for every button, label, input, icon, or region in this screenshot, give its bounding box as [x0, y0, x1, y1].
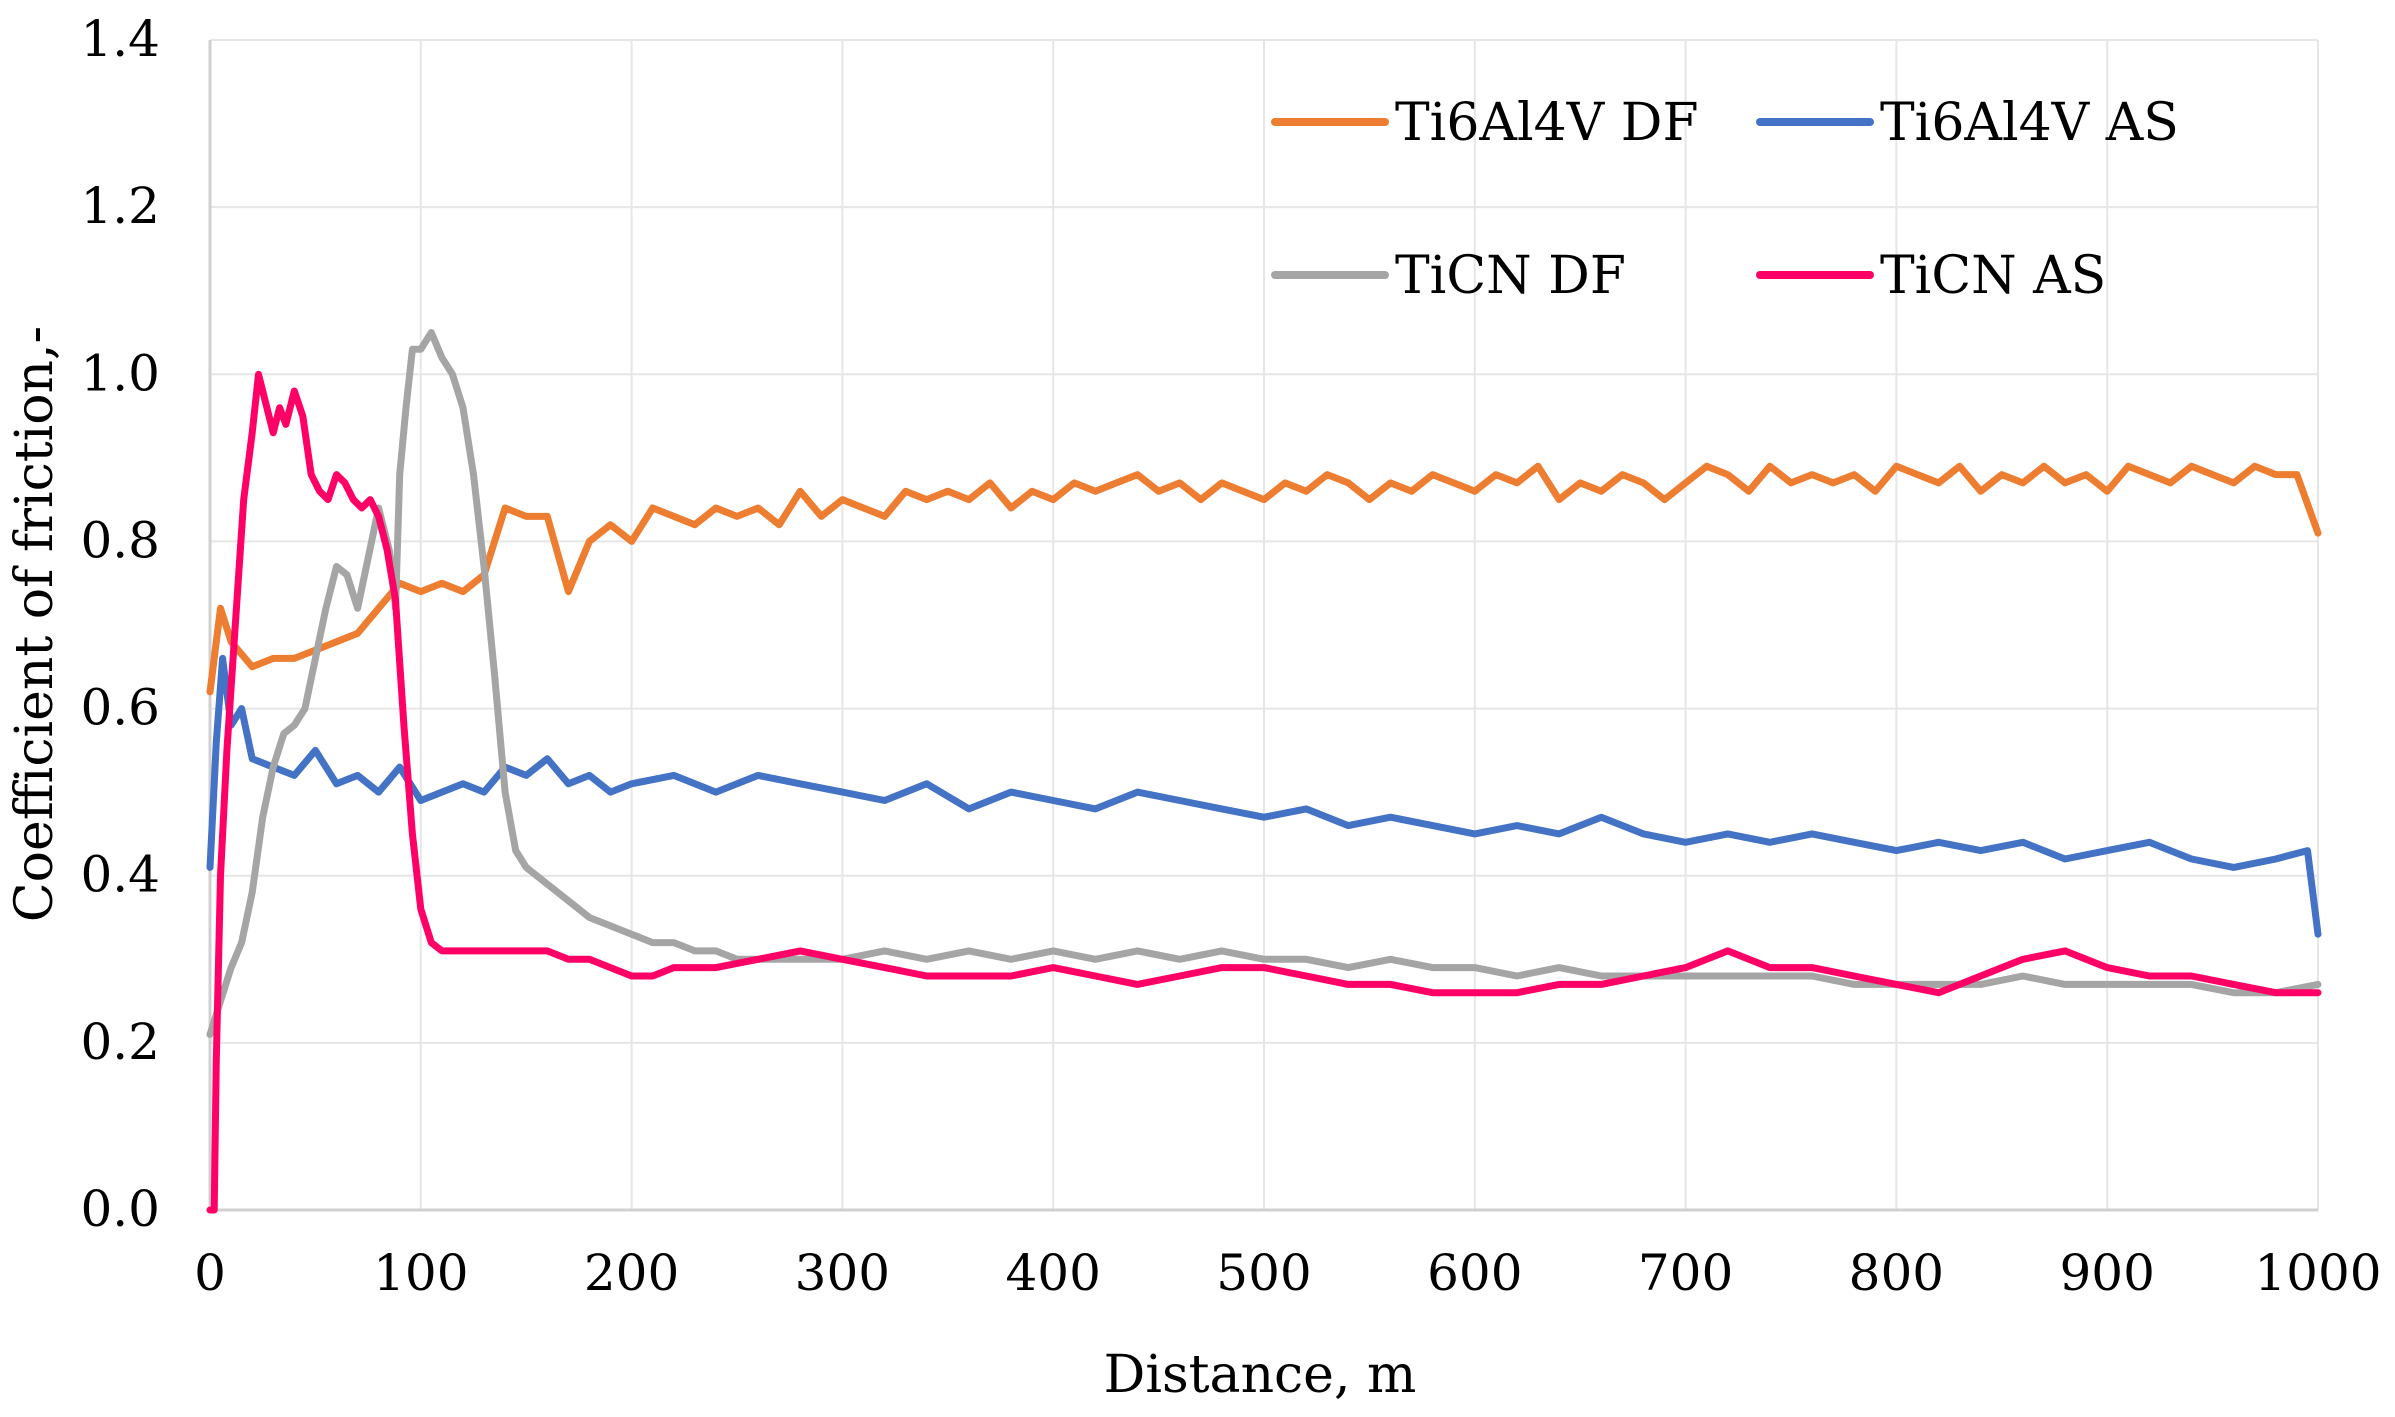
- legend-label: Ti6Al4V DF: [1395, 93, 1699, 153]
- legend-label: Ti6Al4V AS: [1880, 93, 2179, 153]
- y-tick-label: 0.6: [80, 679, 160, 737]
- legend-item-ti6al4v-as: Ti6Al4V AS: [1756, 93, 2179, 153]
- x-tick-label: 900: [2059, 1244, 2154, 1302]
- legend: Ti6Al4V DF Ti6Al4V AS TiCN DF TiCN AS: [1271, 93, 2179, 306]
- y-tick-label: 0.0: [80, 1180, 160, 1238]
- series-line-ti6al4v-df: [206, 462, 2322, 696]
- series-line-ti6al4v-as: [206, 654, 2322, 938]
- series-group: [206, 329, 2322, 1214]
- x-axis-title: Distance, m: [1104, 1345, 1417, 1405]
- y-tick-label: 0.4: [80, 846, 160, 904]
- x-tick-label: 0: [194, 1244, 226, 1302]
- legend-item-ticn-df: TiCN DF: [1271, 246, 1626, 306]
- grid: [210, 39, 2319, 1210]
- y-tick-label: 1.4: [80, 10, 160, 68]
- series-line-ticn-df: [206, 329, 2322, 1038]
- axes: [208, 40, 2318, 1212]
- x-tick-label: 600: [1427, 1244, 1522, 1302]
- x-tick-label: 800: [1849, 1244, 1944, 1302]
- x-tick-label: 300: [795, 1244, 890, 1302]
- x-tick-label: 700: [1638, 1244, 1733, 1302]
- tick-labels: 0.0 0.2 0.4 0.6 0.8 1.0 1.2 1.4 0 100 200 300 400 500…: [80, 10, 2381, 1302]
- y-tick-label: 0.8: [80, 511, 160, 569]
- y-axis-title: Coefficient of friction,-: [5, 326, 65, 922]
- x-tick-label: 500: [1216, 1244, 1311, 1302]
- series-line-ticn-as: [206, 370, 2322, 1214]
- legend-label: TiCN DF: [1395, 246, 1626, 306]
- x-tick-label: 1000: [2254, 1244, 2381, 1302]
- x-tick-label: 400: [1005, 1244, 1100, 1302]
- legend-item-ticn-as: TiCN AS: [1756, 246, 2106, 306]
- x-tick-label: 200: [584, 1244, 679, 1302]
- y-tick-label: 1.0: [80, 344, 160, 402]
- x-tick-label: 100: [373, 1244, 468, 1302]
- y-tick-label: 1.2: [80, 177, 160, 235]
- legend-item-ti6al4v-df: Ti6Al4V DF: [1271, 93, 1699, 153]
- y-tick-label: 0.2: [80, 1013, 160, 1071]
- legend-label: TiCN AS: [1880, 246, 2106, 306]
